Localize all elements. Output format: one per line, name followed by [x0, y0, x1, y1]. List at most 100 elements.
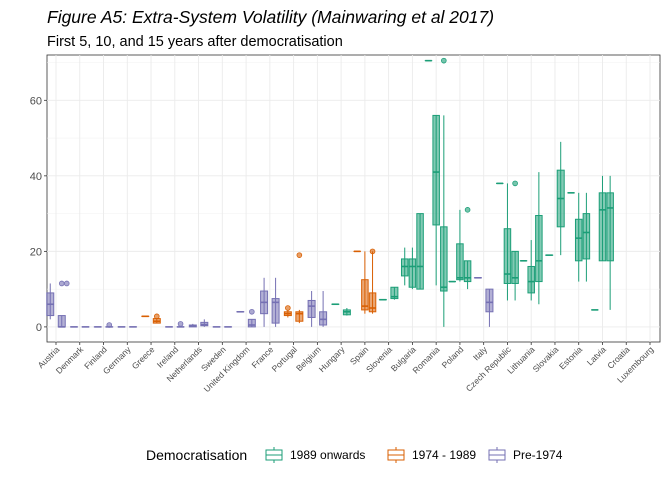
y-tick-label: 20	[30, 246, 42, 258]
box-outlier	[249, 308, 255, 315]
box-body	[368, 292, 377, 313]
box	[200, 319, 209, 327]
box-body	[361, 279, 369, 311]
box	[440, 57, 448, 327]
box	[307, 291, 316, 327]
box	[368, 248, 377, 314]
x-tick-label: Slovakia	[531, 344, 561, 374]
country-boxes	[283, 252, 304, 324]
country-boxes	[519, 172, 543, 305]
box-body	[574, 218, 583, 262]
x-tick-label: Italy	[471, 344, 490, 363]
box-outlier	[63, 280, 70, 287]
x-tick-label: Estonia	[557, 344, 584, 371]
x-axis: AustriaDenmarkFinlandGermanyGreeceIrelan…	[36, 342, 656, 394]
country-boxes	[141, 313, 161, 324]
box	[188, 323, 197, 328]
country-boxes	[567, 192, 591, 282]
box-body	[416, 213, 424, 290]
box-body	[408, 258, 417, 288]
box-body	[307, 299, 316, 318]
x-tick-label: Hungary	[317, 344, 347, 374]
y-axis: 0 20 40 60	[30, 95, 47, 334]
box-body	[440, 226, 448, 292]
box-body	[295, 311, 304, 322]
box-outlier	[285, 305, 291, 311]
box-body	[463, 260, 472, 283]
box	[319, 291, 328, 327]
x-tick-label: Poland	[440, 344, 466, 370]
box	[283, 305, 292, 318]
country-boxes	[473, 277, 494, 327]
box-outlier	[177, 321, 184, 327]
box-outlier	[441, 57, 447, 64]
box-body	[247, 318, 256, 328]
box	[105, 322, 114, 328]
country-boxes	[448, 207, 472, 290]
legend-item: 1974 - 1989	[386, 447, 476, 463]
country-boxes	[424, 57, 448, 327]
box-body	[527, 265, 535, 294]
box	[416, 213, 424, 290]
box	[271, 277, 280, 327]
x-tick-label: Greece	[130, 344, 157, 371]
plot-panel	[46, 54, 661, 343]
box	[342, 308, 351, 316]
country-boxes	[236, 308, 256, 328]
country-boxes	[378, 286, 399, 301]
box	[295, 252, 304, 324]
box	[535, 172, 543, 305]
x-tick-label: Portugal	[270, 344, 300, 374]
x-tick-label: Slovenia	[364, 344, 394, 374]
legend-item: Pre-1974	[487, 447, 563, 463]
box-body	[598, 192, 607, 262]
box	[46, 283, 55, 320]
box-body	[503, 228, 512, 284]
country-boxes	[46, 280, 70, 328]
y-tick-label: 40	[30, 171, 42, 183]
chart-title: Figure A5: Extra-System Volatility (Main…	[47, 7, 494, 27]
country-boxes	[307, 291, 328, 327]
box	[582, 192, 591, 282]
box	[503, 183, 512, 301]
box-body	[485, 288, 494, 313]
box-body	[319, 311, 328, 326]
box-body	[456, 243, 464, 281]
box	[247, 308, 256, 328]
box	[152, 313, 161, 324]
box-body	[390, 286, 399, 300]
box-outlier	[58, 280, 65, 287]
country-boxes	[496, 180, 519, 301]
legend-item: 1989 onwards	[264, 447, 365, 463]
box-body	[511, 250, 519, 284]
box-body	[582, 213, 591, 260]
box	[390, 286, 399, 300]
country-boxes	[260, 277, 280, 327]
box	[57, 280, 70, 328]
country-boxes	[591, 175, 614, 311]
legend-label: 1974 - 1989	[412, 448, 476, 462]
box-outlier	[153, 313, 160, 320]
box	[485, 288, 494, 327]
box-outlier	[512, 180, 518, 187]
country-boxes	[165, 321, 185, 328]
box	[400, 247, 409, 286]
box-body	[606, 192, 614, 262]
boxplot-marks	[46, 57, 614, 328]
country-boxes	[400, 213, 424, 290]
box	[574, 192, 583, 282]
box	[556, 141, 565, 256]
box-body	[57, 315, 66, 328]
box	[260, 277, 269, 327]
legend-title: Democratisation	[146, 447, 247, 463]
box-outlier	[106, 322, 113, 328]
y-tick-label: 60	[30, 95, 42, 107]
country-boxes	[188, 319, 209, 328]
country-boxes	[545, 141, 565, 256]
box	[598, 175, 607, 262]
box	[463, 207, 472, 290]
legend-label: Pre-1974	[513, 448, 563, 462]
country-boxes	[353, 248, 377, 314]
box	[432, 114, 440, 286]
